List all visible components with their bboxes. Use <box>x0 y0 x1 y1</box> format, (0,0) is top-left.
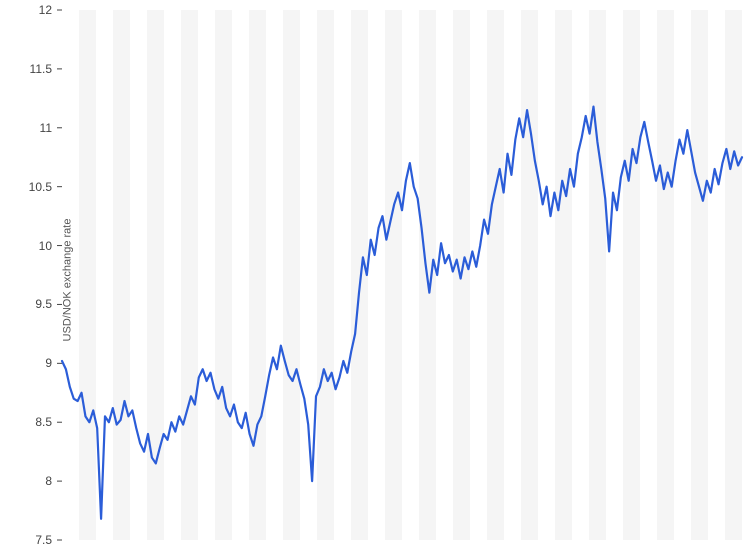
y-axis-label: USD/NOK exchange rate <box>61 219 73 342</box>
y-tick-label: 9.5 <box>0 297 52 311</box>
y-tick-label: 10.5 <box>0 180 52 194</box>
y-tick-label: 8.5 <box>0 415 52 429</box>
line-chart <box>0 0 754 560</box>
y-tick-label: 9 <box>0 356 52 370</box>
y-tick-label: 10 <box>0 239 52 253</box>
y-tick-label: 7.5 <box>0 533 52 547</box>
y-tick-label: 8 <box>0 474 52 488</box>
y-tick-label: 11.5 <box>0 62 52 76</box>
y-tick-label: 11 <box>0 121 52 135</box>
y-tick-label: 12 <box>0 3 52 17</box>
chart-container: USD/NOK exchange rate 7.5 8 8.5 9 9.5 10 10.5 1… <box>0 0 754 560</box>
